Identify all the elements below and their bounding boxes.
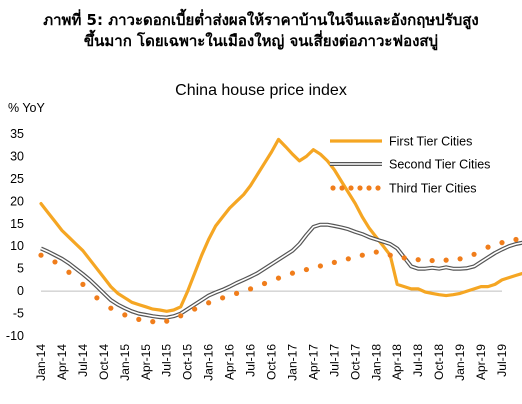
- x-tick-label: Oct-15: [181, 344, 195, 380]
- series-line-second-tier-inner: [40, 223, 522, 319]
- y-tick-label: 20: [10, 194, 24, 208]
- chart-title: China house price index: [175, 82, 347, 99]
- series-point-third-tier: [66, 269, 72, 275]
- x-tick-label: Oct-17: [348, 344, 362, 380]
- series-line-second-tier-outer: [40, 222, 522, 320]
- x-tick-label: Jan-19: [453, 344, 467, 381]
- series-point-third-tier: [233, 290, 240, 296]
- x-tick-label: Jul-15: [160, 344, 174, 377]
- series-point-third-tier: [457, 256, 463, 262]
- x-tick-label: Oct-14: [97, 344, 111, 380]
- series-point-third-tier: [415, 257, 421, 263]
- x-tick-label: Jul-18: [411, 344, 425, 377]
- series-point-third-tier: [52, 259, 58, 265]
- x-tick-label: Jul-17: [327, 344, 341, 377]
- chart-plot-area: [38, 137, 522, 325]
- x-tick-label: Apr-16: [223, 344, 237, 380]
- series-point-third-tier: [206, 300, 212, 306]
- legend-swatch-third-tier-dot: [348, 185, 354, 191]
- y-tick-label: 0: [17, 284, 24, 298]
- series-point-third-tier: [164, 318, 170, 324]
- series-point-third-tier: [373, 249, 379, 255]
- x-tick-label: Apr-19: [474, 344, 488, 380]
- y-tick-label: 5: [17, 262, 24, 276]
- series-point-third-tier: [401, 255, 407, 261]
- x-tick-label: Jan-16: [202, 344, 216, 381]
- series-point-third-tier: [247, 286, 254, 292]
- x-tick-label: Jan-14: [34, 344, 48, 381]
- series-point-third-tier: [359, 252, 365, 258]
- series-point-third-tier: [485, 244, 491, 250]
- series-point-third-tier: [289, 270, 296, 276]
- chart-axes: -10 -5 0 5 10 15 20 25 30 35 Jan-14 Apr-14 Jul-14 Oct…: [6, 127, 509, 381]
- y-tick-label: 30: [10, 149, 24, 163]
- legend-label: Second Tier Cities: [389, 158, 490, 172]
- legend-swatch-third-tier-dot: [366, 185, 372, 191]
- series-point-third-tier: [38, 252, 44, 258]
- series-point-third-tier: [261, 280, 268, 287]
- series-point-third-tier: [471, 251, 477, 257]
- series-point-third-tier: [150, 319, 156, 325]
- series-point-third-tier: [331, 259, 337, 265]
- series-point-third-tier: [136, 316, 142, 322]
- x-tick-label: Jan-17: [285, 344, 299, 381]
- x-tick-label: Jul-19: [495, 344, 509, 377]
- x-tick-label: Oct-18: [432, 344, 446, 380]
- x-tick-label: Jul-16: [244, 344, 258, 377]
- y-tick-label: -10: [6, 329, 24, 343]
- page-heading-line-2: ขึ้นมาก โดยเฉพาะในเมืองใหญ่ จนเสี่ยงต่อภ…: [83, 32, 439, 50]
- legend-swatch-third-tier-dot: [339, 185, 345, 191]
- series-line-first-tier: [39, 137, 522, 313]
- series-point-third-tier: [345, 256, 351, 262]
- x-tick-label: Oct-16: [265, 344, 279, 380]
- legend-swatch-third-tier-dot: [375, 185, 381, 191]
- series-point-third-tier: [443, 257, 449, 263]
- x-tick-label: Jan-15: [118, 344, 132, 381]
- x-tick-label: Jul-14: [76, 344, 90, 377]
- legend-label: Third Tier Cities: [389, 182, 477, 196]
- x-tick-label: Jan-18: [369, 344, 383, 381]
- series-point-third-tier: [220, 295, 226, 301]
- y-tick-label: 15: [10, 217, 24, 231]
- series-point-third-tier: [317, 263, 323, 269]
- y-tick-label: 25: [10, 172, 24, 186]
- y-tick-label: 35: [10, 127, 24, 141]
- series-point-third-tier: [94, 295, 100, 301]
- legend-swatch-third-tier-dot: [330, 185, 336, 191]
- series-point-third-tier: [275, 275, 282, 281]
- x-tick-label: Apr-18: [390, 344, 404, 380]
- series-point-third-tier: [108, 305, 114, 311]
- y-tick-label: 10: [10, 239, 24, 253]
- series-point-third-tier: [192, 306, 198, 312]
- series-point-third-tier: [122, 312, 128, 318]
- series-point-third-tier: [178, 313, 184, 319]
- series-point-third-tier: [80, 281, 86, 287]
- x-tick-label: Apr-14: [55, 344, 69, 380]
- y-tick-label: -5: [13, 307, 24, 321]
- series-point-third-tier: [429, 257, 435, 264]
- series-point-third-tier: [499, 240, 505, 246]
- legend-label: First Tier Cities: [389, 135, 472, 149]
- legend-swatch-third-tier-dot: [357, 185, 363, 191]
- series-point-third-tier: [303, 266, 310, 273]
- page-heading-line-1: ภาพที่ 5: ภาวะดอกเบี้ยต่ำส่งผลให้ราคาบ้า…: [43, 11, 479, 29]
- series-point-third-tier: [513, 236, 519, 243]
- x-tick-label: Apr-15: [139, 344, 153, 380]
- chart-legend: First Tier Cities Second Tier Cities Third…: [330, 135, 490, 196]
- y-axis-label: % YoY: [8, 101, 46, 115]
- series-point-third-tier: [387, 252, 393, 258]
- x-tick-label: Apr-17: [306, 344, 320, 380]
